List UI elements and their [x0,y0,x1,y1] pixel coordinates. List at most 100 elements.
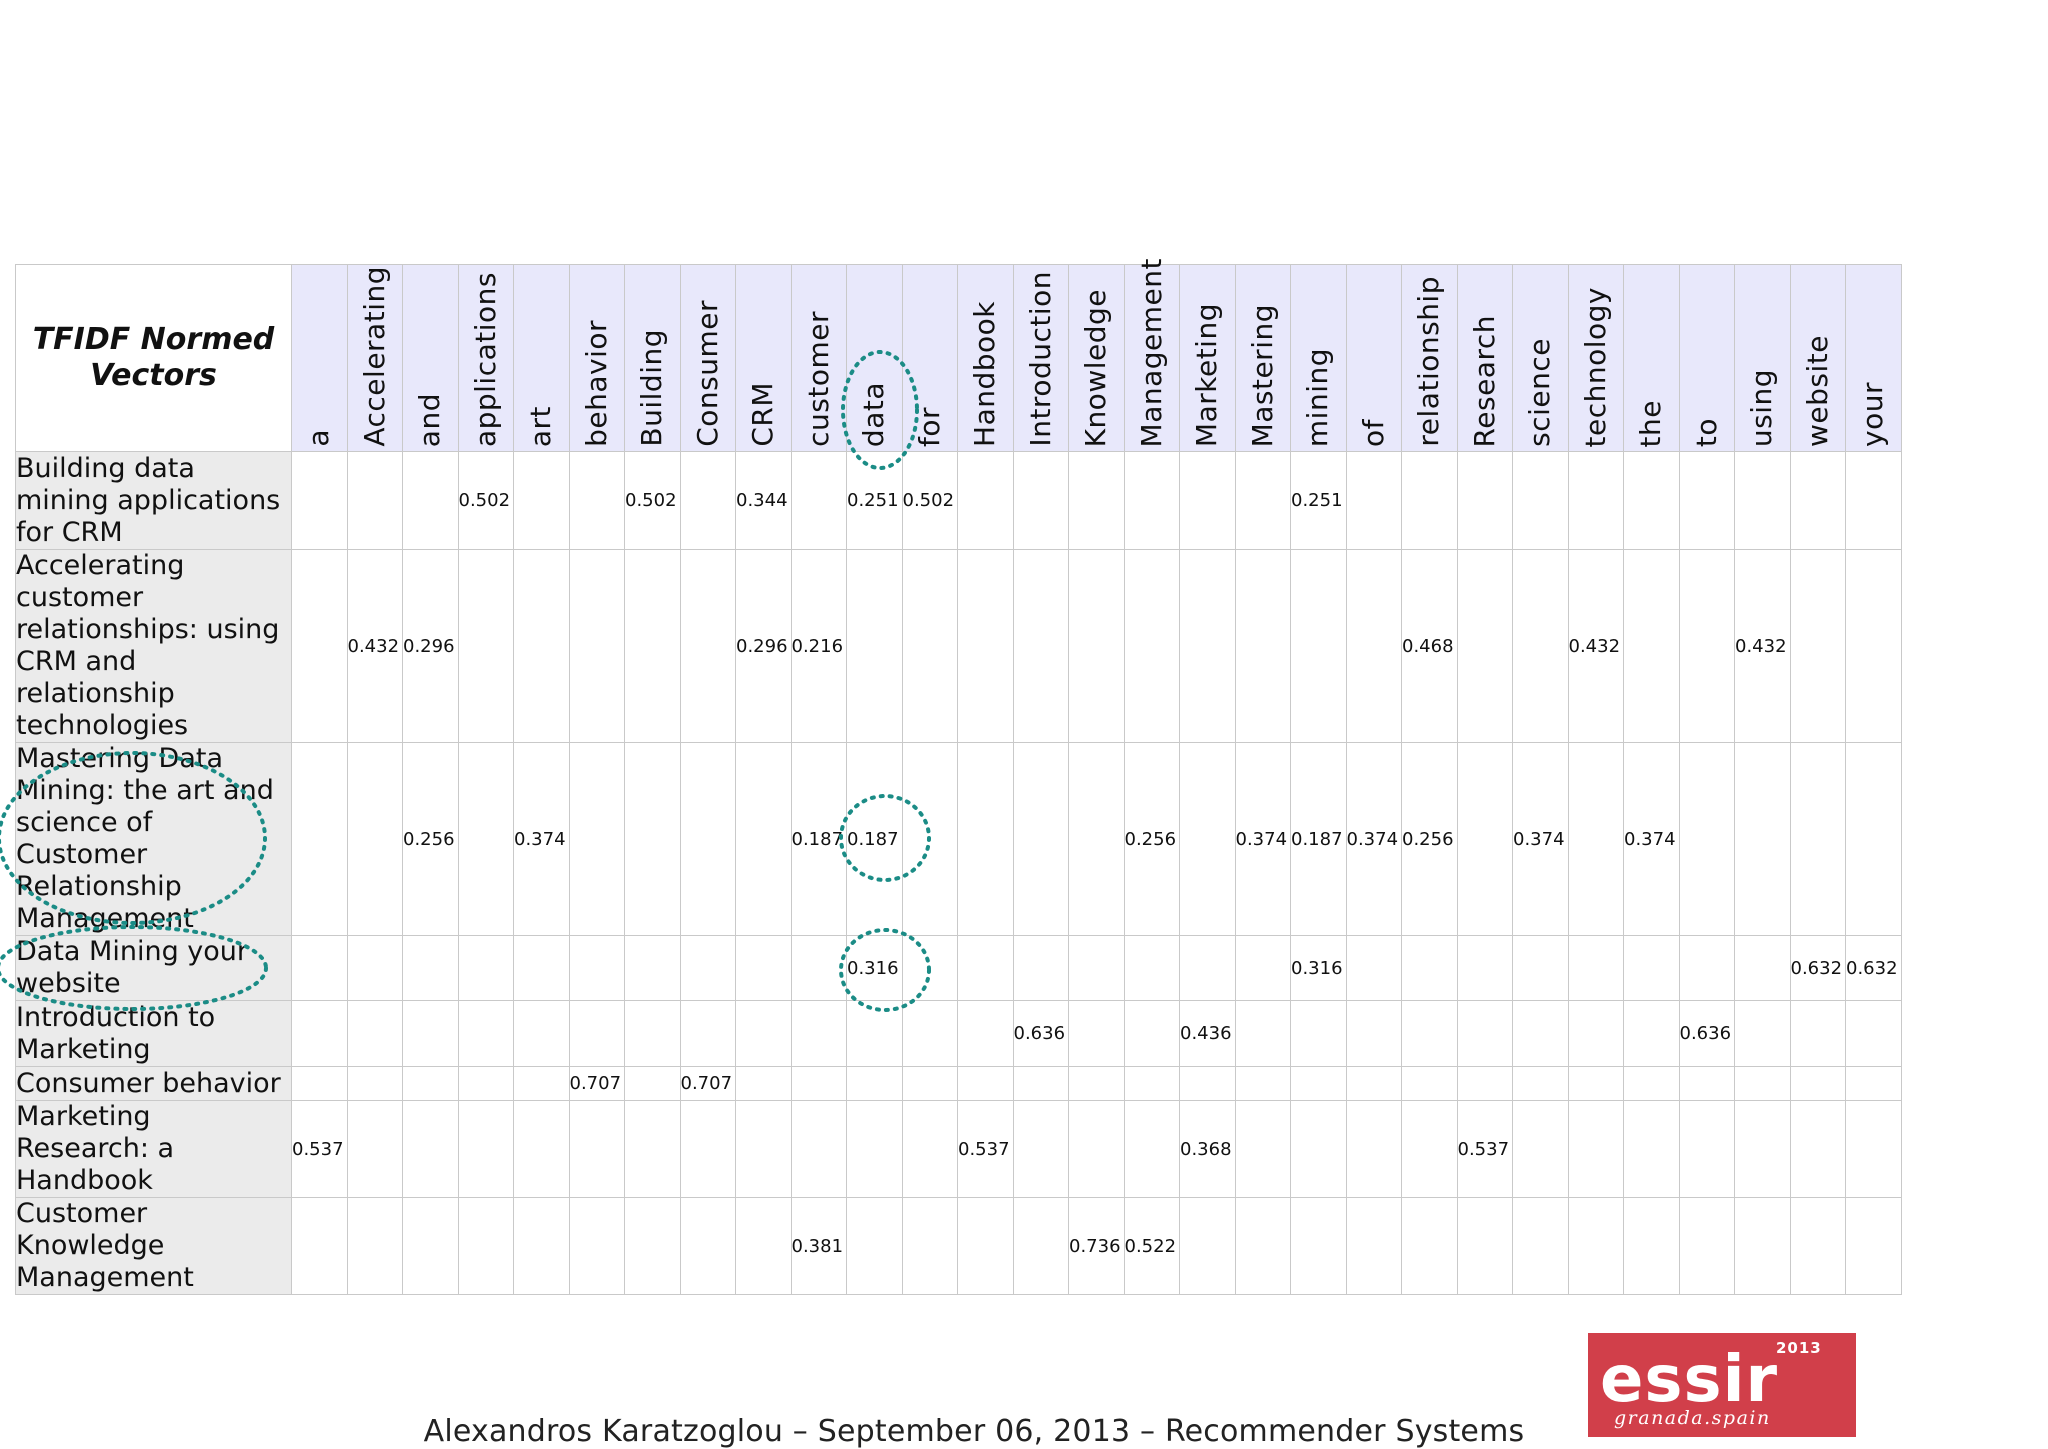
tfidf-cell [735,1197,792,1295]
tfidf-cell [1401,935,1458,1001]
term-header: for [901,264,958,452]
tfidf-cell [346,1197,403,1295]
tfidf-cell [1512,1000,1569,1067]
term-header: website [1789,264,1846,452]
tfidf-cell [1012,451,1069,550]
tfidf-cell: 0.296 [402,549,459,743]
tfidf-cell [402,1100,459,1198]
tfidf-cell [1179,742,1236,936]
tfidf-cell [402,1066,459,1101]
tfidf-cell [1567,935,1624,1001]
tfidf-cell [1401,1066,1458,1101]
tfidf-cell [624,549,681,743]
tfidf-cell [1290,549,1347,743]
tfidf-cell [291,1197,348,1295]
tfidf-cell [1012,1100,1069,1198]
tfidf-cell [1234,451,1291,550]
tfidf-cell [1068,742,1125,936]
tfidf-cell [1456,1000,1513,1067]
tfidf-cell: 0.374 [1234,742,1291,936]
tfidf-cell [1123,1100,1180,1198]
tfidf-cell: 0.251 [846,451,903,550]
tfidf-cell: 0.636 [1012,1000,1069,1067]
tfidf-cell [1734,1197,1791,1295]
tfidf-cell [1234,935,1291,1001]
term-label: technology [1578,286,1612,447]
tfidf-cell: 0.316 [1290,935,1347,1001]
tfidf-cell: 0.187 [790,742,847,936]
tfidf-cell: 0.632 [1789,935,1846,1001]
tfidf-cell [568,1197,625,1295]
tfidf-cell [1123,1066,1180,1101]
term-label: Accelerating [357,266,391,447]
tfidf-cell [1068,549,1125,743]
term-header: Knowledge [1068,264,1125,452]
essir-logo: essir 2013 granada.spain [1588,1333,1856,1437]
table-row: Data Mining your website 0.316 0.316 0.632 0… [15,935,1902,1001]
tfidf-cell: 0.374 [513,742,570,936]
table-row: Mastering Data Mining: the art and scien… [15,742,1902,936]
tfidf-cell [901,1197,958,1295]
table-corner-title: TFIDF Normed Vectors [15,264,292,452]
table-row: Introduction to Marketing 0.636 0.436 0.636 [15,1000,1902,1067]
tfidf-cell [1179,549,1236,743]
tfidf-cell [568,549,625,743]
tfidf-cell [1068,1000,1125,1067]
tfidf-cell [679,451,736,550]
tfidf-cell [1567,1197,1624,1295]
term-header: and [402,264,459,452]
tfidf-cell [1234,1066,1291,1101]
tfidf-cell [1734,451,1791,550]
tfidf-cell [735,742,792,936]
table-row: Building data mining applications for CR… [15,451,1902,550]
tfidf-cell [1234,1000,1291,1067]
tfidf-cell [624,1100,681,1198]
tfidf-cell [1123,549,1180,743]
document-title: Introduction to Marketing [15,1000,292,1067]
tfidf-cell [1789,1066,1846,1101]
tfidf-cell [513,1000,570,1067]
tfidf-cell [1123,451,1180,550]
term-header: Building [624,264,681,452]
tfidf-cell: 0.187 [846,742,903,936]
tfidf-cell: 0.502 [457,451,514,550]
tfidf-cell [346,1100,403,1198]
tfidf-cell [1678,1197,1735,1295]
tfidf-cell [1734,742,1791,936]
tfidf-cell: 0.537 [957,1100,1014,1198]
tfidf-cell [957,935,1014,1001]
tfidf-cell [679,935,736,1001]
tfidf-cell [901,742,958,936]
tfidf-cell: 0.374 [1345,742,1402,936]
tfidf-cell: 0.432 [1734,549,1791,743]
tfidf-cell [346,1000,403,1067]
tfidf-cell [1623,549,1680,743]
term-label: customer [801,311,835,447]
tfidf-cell [1567,742,1624,936]
tfidf-cell [1068,1100,1125,1198]
document-title: Customer Knowledge Management [15,1197,292,1295]
tfidf-cell [457,1066,514,1101]
tfidf-cell [846,549,903,743]
tfidf-cell [1345,451,1402,550]
tfidf-cell [790,1000,847,1067]
tfidf-cell [1456,1197,1513,1295]
tfidf-cell [957,549,1014,743]
term-label: behavior [579,320,613,447]
tfidf-table: TFIDF Normed Vectors a Accelerating and app… [15,258,1902,1295]
tfidf-cell [1012,935,1069,1001]
tfidf-cell [679,549,736,743]
term-label: relationship [1412,276,1446,447]
tfidf-cell: 0.636 [1678,1000,1735,1067]
tfidf-cell: 0.344 [735,451,792,550]
tfidf-cell [846,1197,903,1295]
tfidf-cell [457,742,514,936]
tfidf-cell [1789,1100,1846,1198]
term-label: for [912,407,946,447]
tfidf-cell [457,1000,514,1067]
document-title: Marketing Research: a Handbook [15,1100,292,1198]
tfidf-cell [957,1000,1014,1067]
tfidf-cell: 0.502 [624,451,681,550]
tfidf-cell [901,935,958,1001]
term-label: website [1800,335,1834,447]
